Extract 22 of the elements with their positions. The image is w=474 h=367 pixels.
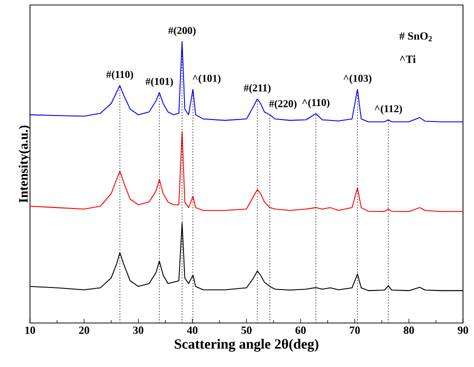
x-tick-label: 90 <box>458 326 468 334</box>
annotation: #(200) <box>168 26 196 36</box>
annotation: ^(103) <box>344 74 372 84</box>
x-tick-label: 30 <box>133 326 144 334</box>
annotation: ^(112) <box>374 104 402 114</box>
text: # SnO$_{2}$ <box>399 32 432 42</box>
annotation: #(211) <box>244 84 271 94</box>
annotation: #(101) <box>146 78 173 88</box>
annotation: ^(110) <box>302 98 330 108</box>
annotation: ^(101) <box>192 74 220 84</box>
x-tick-label: 50 <box>241 326 252 334</box>
annotation: ^Ti <box>400 55 416 63</box>
y-axis-title: Intensity(a.u.) <box>18 126 30 203</box>
x-tick-label: 60 <box>296 326 306 334</box>
annotation: #(220) <box>269 100 296 110</box>
x-tick-label: 80 <box>404 326 414 334</box>
x-tick-label: 40 <box>187 326 198 334</box>
x-tick-label: 10 <box>25 326 36 334</box>
x-tick-label: 70 <box>350 326 360 334</box>
x-tick-label: 20 <box>79 326 90 334</box>
annotation: #(110) <box>106 70 134 80</box>
x-axis-title: Scattering angle 2θ(deg) <box>174 338 318 352</box>
